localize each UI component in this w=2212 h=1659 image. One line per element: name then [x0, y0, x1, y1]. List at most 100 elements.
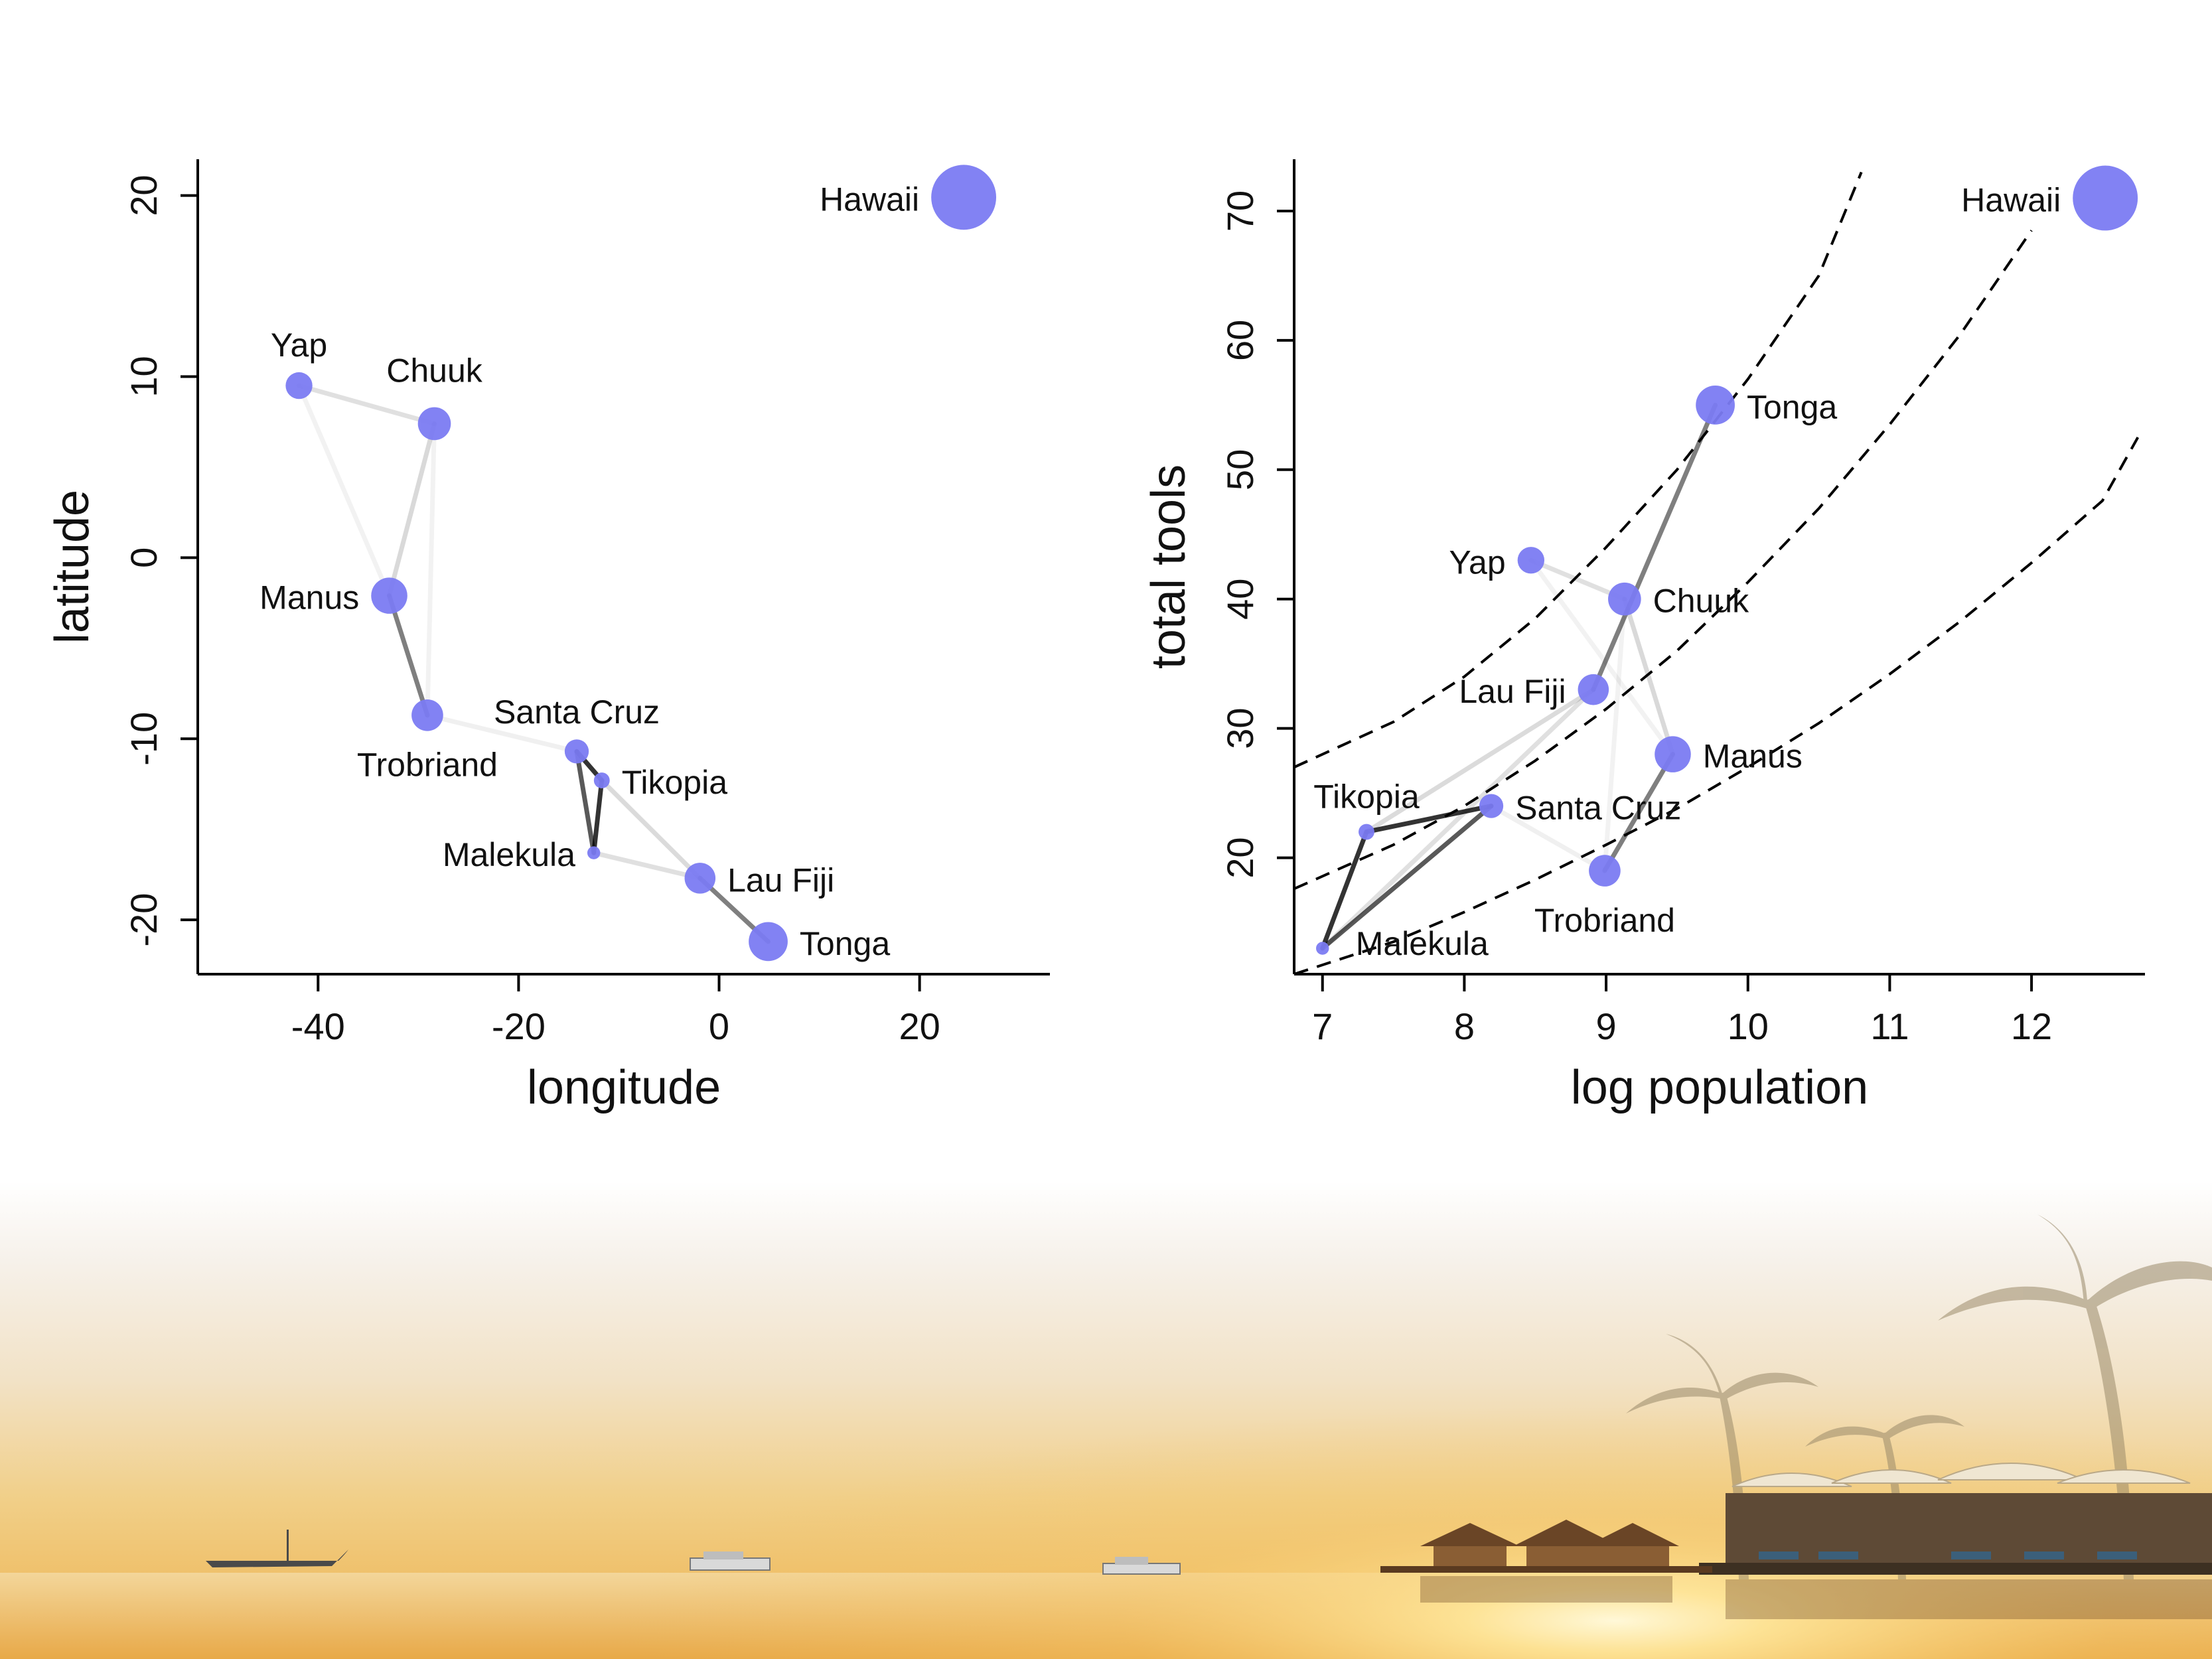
link-trobriand-manus [1602, 752, 1675, 873]
y-tick-label: 50 [1219, 449, 1261, 490]
x-tick-label: -20 [492, 1005, 546, 1047]
loungers [1759, 1551, 2137, 1559]
point-label-chuuk: Chuuk [386, 352, 483, 390]
point-lau-fiji [684, 863, 716, 894]
point-label-lau-fiji: Lau Fiji [727, 861, 834, 899]
y-axis-label: total tools [1142, 465, 1195, 669]
point-malekula [587, 846, 601, 859]
y-tick-label: -20 [123, 893, 165, 947]
y-tick-label: 60 [1219, 320, 1261, 361]
point-yap [285, 372, 313, 399]
link-yap-manus [297, 383, 392, 599]
x-tick-label: 7 [1312, 1005, 1333, 1047]
y-tick-label: 40 [1219, 579, 1261, 620]
y-tick-label: 20 [123, 175, 165, 216]
point-label-trobriand: Trobriand [1534, 902, 1675, 939]
point-label-santa-cruz: Santa Cruz [494, 693, 660, 731]
map-panel: -40 -20 0 20 -20 -10 0 10 20 longitude latitude Mal… [46, 159, 1050, 1114]
point-santa-cruz [564, 739, 589, 764]
link-yap-chuuk [1528, 557, 1627, 602]
point-chuuk [1608, 582, 1641, 616]
tools-population-panel: 7 8 9 10 11 12 20 30 40 50 60 70 log population total… [1142, 159, 2145, 1114]
y-tick-label: -10 [123, 712, 165, 766]
point-label-santa-cruz: Santa Cruz [1515, 790, 1681, 827]
x-tick-label: 20 [899, 1005, 940, 1047]
point-label-tikopia: Tikopia [1313, 778, 1420, 816]
point-label-tonga: Tonga [1747, 388, 1837, 425]
x-tick-label: 12 [2011, 1005, 2052, 1047]
point-label-hawaii: Hawaii [820, 180, 919, 218]
point-label-yap: Yap [1449, 543, 1505, 581]
point-tikopia [1359, 824, 1374, 840]
point-label-yap: Yap [271, 326, 327, 364]
link-malekula-tikopia [591, 778, 605, 855]
point-label-tonga: Tonga [800, 925, 890, 962]
x-axis-label: longitude [527, 1061, 721, 1114]
umbrellas [1732, 1463, 2191, 1487]
x-tick-label: 9 [1595, 1005, 1616, 1047]
link-tikopia-lau-fiji [1364, 687, 1596, 835]
prediction-interval-curve [1294, 437, 2140, 974]
y-tick-label: 20 [1219, 837, 1261, 878]
x-tick-label: -40 [291, 1005, 345, 1047]
point-lau-fiji [1578, 674, 1609, 705]
point-label-hawaii: Hawaii [1961, 181, 2061, 218]
point-label-manus: Manus [259, 579, 359, 616]
link-malekula-tikopia [1320, 830, 1369, 951]
point-trobriand [1589, 855, 1621, 887]
link-yap-manus [1528, 557, 1675, 757]
y-tick-label: 70 [1219, 190, 1261, 232]
link-santa-cruz-trobriand [425, 713, 579, 754]
x-tick-label: 0 [709, 1005, 729, 1047]
point-santa-cruz [1479, 794, 1504, 818]
link-santa-cruz-trobriand [1489, 804, 1607, 873]
point-label-lau-fiji: Lau Fiji [1459, 673, 1566, 710]
point-tonga [1696, 385, 1735, 425]
point-label-tikopia: Tikopia [622, 764, 728, 801]
point-tonga [749, 922, 788, 962]
link-lau-fiji-tonga [1591, 402, 1718, 692]
link-manus-chuuk [387, 421, 437, 599]
sun-glow [0, 1181, 2212, 1659]
point-tikopia [593, 772, 610, 788]
link-chuuk-trobriand [1602, 597, 1627, 873]
link-chuuk-trobriand [425, 421, 437, 718]
reflections [1420, 1576, 2212, 1619]
x-tick-label: 10 [1728, 1005, 1769, 1047]
y-tick-label: 10 [123, 356, 165, 397]
boats [206, 1530, 1181, 1575]
link-malekula-santa-cruz [574, 749, 597, 855]
y-tick-label: 0 [123, 547, 165, 568]
link-malekula-lau-fiji [1320, 687, 1596, 951]
link-manus-chuuk [1622, 597, 1675, 757]
link-yap-chuuk [297, 383, 437, 426]
x-tick-label: 8 [1454, 1005, 1475, 1047]
point-malekula [1316, 942, 1329, 955]
link-malekula-santa-cruz [1320, 804, 1494, 951]
point-manus [1655, 736, 1691, 772]
prediction-interval-curve [1294, 171, 1863, 768]
point-yap [1517, 547, 1545, 574]
point-label-malekula: Malekula [1356, 925, 1489, 962]
point-chuuk [417, 407, 451, 441]
x-axis-label: log population [1571, 1061, 1868, 1114]
point-hawaii [931, 165, 997, 230]
link-tikopia-santa-cruz [1364, 804, 1494, 835]
x-tick-label: 11 [1870, 1005, 1909, 1047]
point-label-manus: Manus [1703, 738, 1803, 775]
point-hawaii [2073, 165, 2138, 231]
link-trobriand-manus [387, 593, 430, 718]
y-axis-label: latitude [46, 490, 99, 644]
point-manus [371, 577, 407, 614]
point-label-chuuk: Chuuk [1653, 583, 1750, 620]
link-tikopia-lau-fiji [599, 778, 703, 881]
prediction-interval-curve [1294, 230, 2033, 891]
link-malekula-lau-fiji [591, 850, 703, 881]
huts [1380, 1520, 1712, 1573]
point-trobriand [411, 699, 443, 731]
point-label-malekula: Malekula [443, 836, 575, 873]
point-label-trobriand: Trobriand [357, 747, 498, 784]
